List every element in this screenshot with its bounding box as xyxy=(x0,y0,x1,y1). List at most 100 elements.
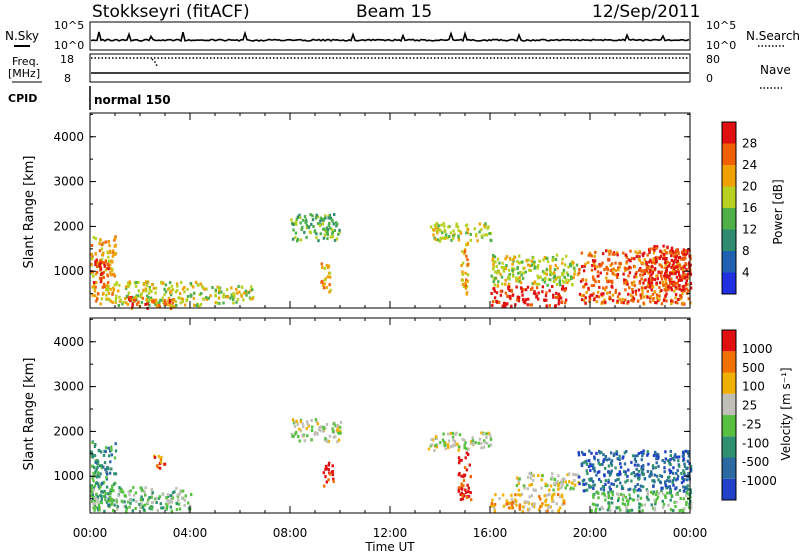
data-cell xyxy=(598,507,602,511)
data-cell xyxy=(502,504,506,508)
data-cell xyxy=(604,498,607,502)
data-cell xyxy=(331,464,334,468)
data-cell xyxy=(572,261,575,265)
data-cell xyxy=(528,483,531,487)
data-cell xyxy=(558,495,562,499)
data-cell xyxy=(639,484,643,488)
data-cell xyxy=(465,291,469,295)
data-cell xyxy=(325,467,328,470)
data-cell xyxy=(641,467,644,471)
data-cell xyxy=(535,286,539,290)
colorbar-segment xyxy=(722,393,736,416)
data-cell xyxy=(494,276,497,280)
data-cell xyxy=(553,268,557,272)
data-cell xyxy=(490,502,494,505)
data-cell xyxy=(116,507,119,511)
data-cell xyxy=(175,282,179,286)
data-cell xyxy=(531,260,535,264)
data-cell xyxy=(442,221,445,225)
data-cell xyxy=(657,491,661,495)
data-cell xyxy=(537,474,540,478)
freq-tick-bottom: 8 xyxy=(64,72,71,85)
data-cell xyxy=(633,463,637,467)
data-cell xyxy=(319,219,322,223)
data-cell xyxy=(673,458,676,462)
data-cell xyxy=(449,445,453,449)
data-cell xyxy=(446,236,449,240)
data-cell xyxy=(176,493,180,497)
data-cell xyxy=(627,274,630,278)
data-cell xyxy=(653,498,656,502)
colorbar-tick-label: 12 xyxy=(742,223,757,237)
data-cell xyxy=(689,257,692,261)
data-cell xyxy=(628,286,631,290)
data-cell xyxy=(632,280,636,284)
data-cell xyxy=(629,259,632,263)
data-cell xyxy=(545,272,548,276)
data-cell xyxy=(183,290,186,294)
data-cell xyxy=(193,291,196,295)
data-cell xyxy=(549,273,552,277)
data-cell xyxy=(151,500,155,504)
data-cell xyxy=(569,262,572,266)
data-cell xyxy=(98,475,101,479)
data-cell xyxy=(658,263,661,267)
data-cell xyxy=(157,454,161,458)
data-cell xyxy=(446,443,450,447)
data-cell xyxy=(466,279,469,283)
data-cell xyxy=(654,466,657,470)
data-cell xyxy=(487,431,490,435)
data-cell xyxy=(459,493,462,496)
data-cell xyxy=(117,494,120,498)
data-cell xyxy=(491,256,495,260)
data-cell xyxy=(96,261,99,265)
data-cell xyxy=(200,292,203,296)
data-cell xyxy=(685,279,688,283)
data-cell xyxy=(463,252,466,256)
data-cell xyxy=(590,254,593,258)
data-cell xyxy=(642,279,646,283)
data-cell xyxy=(154,497,157,501)
data-cell xyxy=(643,251,646,255)
data-cell xyxy=(91,293,94,297)
data-cell xyxy=(660,302,664,306)
data-cell xyxy=(566,281,569,285)
data-cell xyxy=(173,298,176,302)
data-cell xyxy=(161,296,164,300)
data-cell xyxy=(607,480,610,484)
power-colorbar-label: Power [dB] xyxy=(771,179,785,244)
data-cell xyxy=(562,477,565,481)
data-cell xyxy=(532,291,536,295)
data-cell xyxy=(292,434,295,438)
data-cell xyxy=(91,455,94,459)
data-cell xyxy=(593,503,597,507)
data-cell xyxy=(300,228,303,231)
data-cell xyxy=(655,260,658,264)
data-cell xyxy=(624,472,627,476)
data-cell xyxy=(640,451,643,454)
data-cell xyxy=(540,486,543,490)
data-cell xyxy=(183,303,187,307)
data-cell xyxy=(679,275,682,279)
data-cell xyxy=(140,488,143,492)
data-cell xyxy=(110,445,113,449)
data-cell xyxy=(111,260,114,264)
time-axis-label: Time UT xyxy=(364,540,415,554)
data-cell xyxy=(112,249,115,253)
data-cell xyxy=(98,264,101,268)
data-cell xyxy=(141,296,144,300)
data-cell xyxy=(643,272,646,275)
data-cell xyxy=(492,267,495,271)
data-cell xyxy=(668,261,671,265)
data-cell xyxy=(618,261,621,265)
data-cell xyxy=(492,265,495,269)
data-cell xyxy=(329,235,332,239)
data-cell xyxy=(627,300,630,304)
data-cell xyxy=(321,222,324,226)
data-cell xyxy=(601,261,604,265)
data-cell xyxy=(645,262,648,266)
data-cell xyxy=(190,283,193,287)
data-cell xyxy=(689,502,693,506)
data-cell xyxy=(654,502,657,506)
data-cell xyxy=(652,251,656,255)
